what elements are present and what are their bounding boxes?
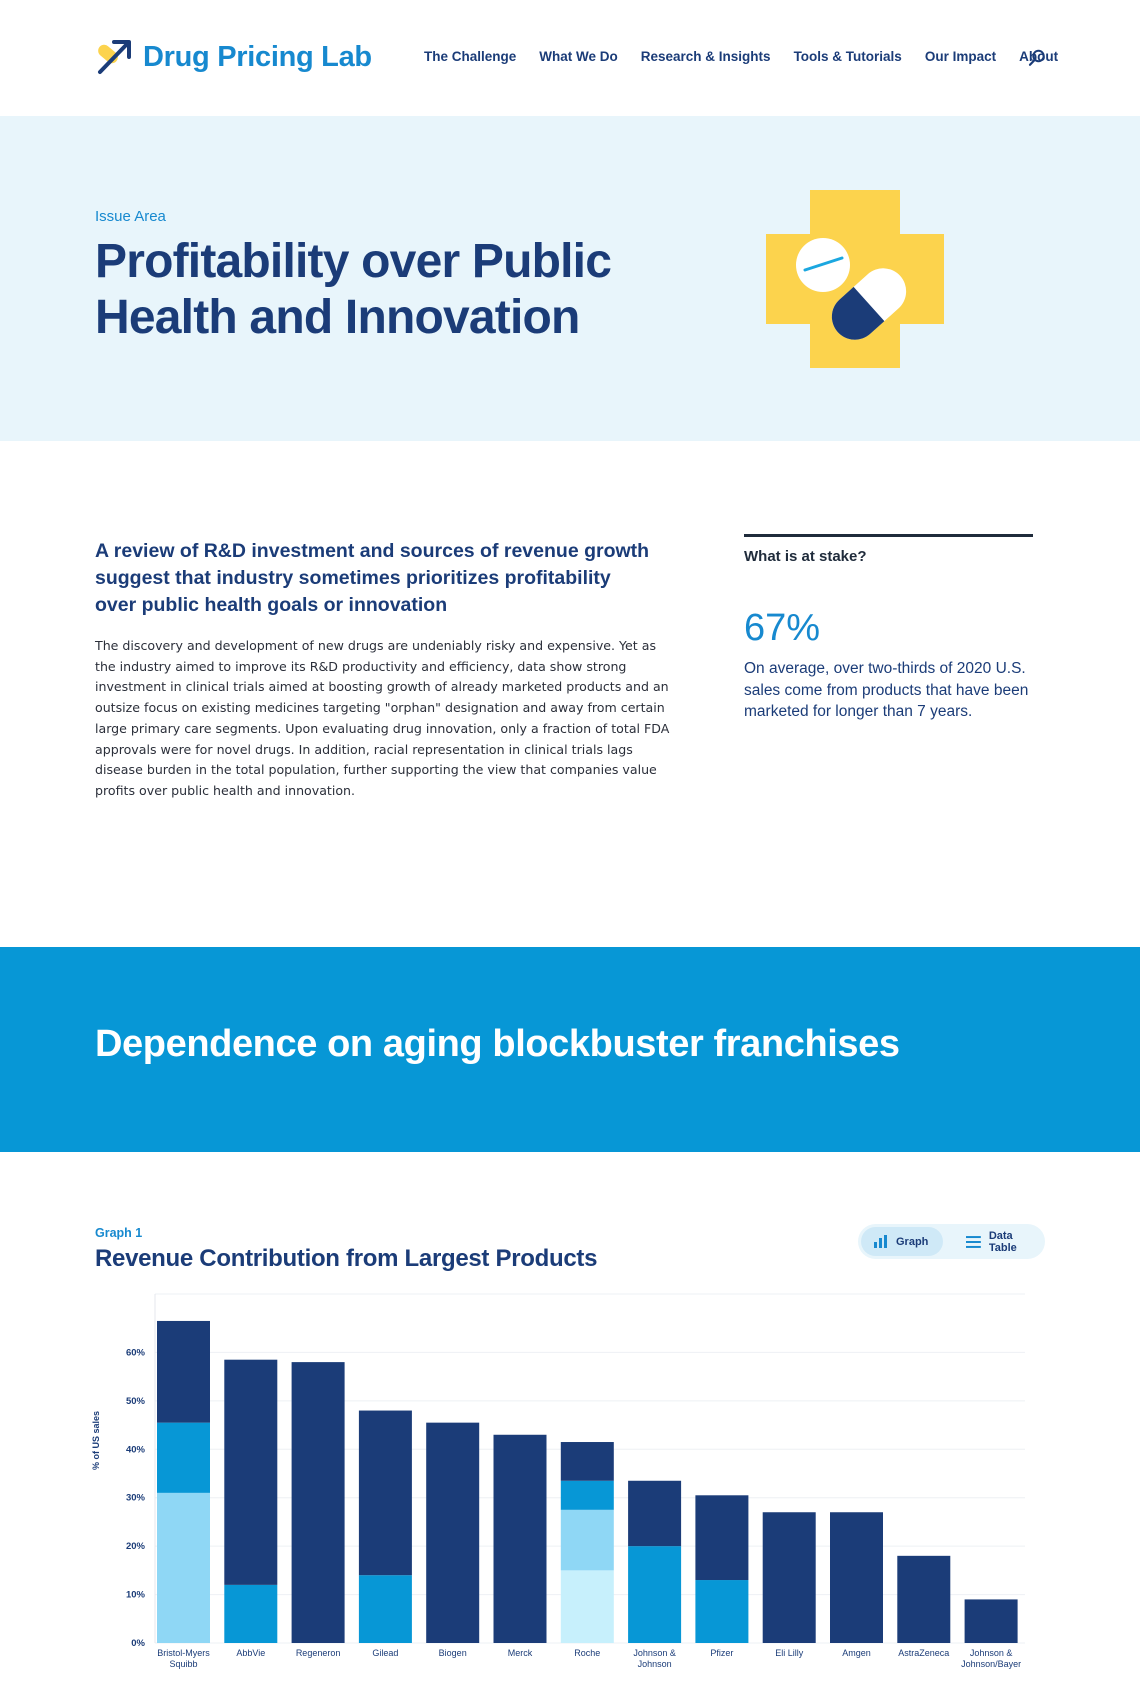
nav-item-the-challenge[interactable]: The Challenge: [424, 49, 517, 64]
x-tick-label: Bristol-Myers Squibb: [157, 1648, 210, 1669]
logo-text: Drug Pricing Lab: [143, 40, 372, 73]
bar-segment[interactable]: [560, 1480, 614, 1510]
revenue-chart-svg: 0% 10% 20% 30% 40% 50% 60% Bristol-Myers Squibb A…: [126, 1293, 1025, 1669]
bar-segment[interactable]: [157, 1492, 210, 1643]
bar-chart-icon: [874, 1235, 887, 1248]
data-table-view-label: Data Table: [988, 1229, 1017, 1254]
nav-item-what-we-do[interactable]: What We Do: [539, 49, 618, 64]
x-tick-label: Amgen: [842, 1648, 871, 1658]
bar-segment[interactable]: [157, 1320, 210, 1423]
x-tick-label: Johnson & Johnson/Bayer: [961, 1648, 1021, 1669]
bar-segment[interactable]: [762, 1512, 816, 1643]
bar-segment[interactable]: [628, 1480, 682, 1547]
bar-segment[interactable]: [493, 1434, 547, 1643]
bar-segment[interactable]: [358, 1410, 412, 1576]
bar-segment[interactable]: [291, 1362, 345, 1643]
main-nav: The Challenge What We Do Research & Insi…: [424, 49, 1081, 64]
section-band: Dependence on aging blockbuster franchis…: [0, 947, 1140, 1152]
y-tick-label: 0%: [131, 1638, 145, 1649]
list-icon: [966, 1235, 981, 1248]
nav-item-about[interactable]: About: [1019, 49, 1059, 64]
search-icon[interactable]: [1027, 48, 1047, 68]
bar-segment[interactable]: [560, 1442, 614, 1481]
y-axis-label: % of US sales: [91, 1410, 101, 1470]
stake-value: 67%: [744, 607, 821, 649]
data-table-view-button[interactable]: Data Table: [953, 1227, 1043, 1256]
bar-segment[interactable]: [830, 1512, 883, 1643]
logo-mark-icon: [98, 40, 131, 74]
pill-cross-illustration-icon: [766, 190, 944, 368]
x-tick-label: Regeneron: [296, 1648, 341, 1658]
x-tick-label: Roche: [574, 1648, 600, 1658]
y-tick-label: 50%: [126, 1396, 146, 1407]
logo[interactable]: Drug Pricing Lab: [95, 38, 372, 76]
bar-segment[interactable]: [695, 1495, 749, 1581]
graph-view-button[interactable]: Graph: [861, 1227, 943, 1256]
bar-segment[interactable]: [224, 1584, 278, 1643]
y-tick-label: 10%: [126, 1590, 146, 1601]
x-tick-label: Gilead: [372, 1648, 398, 1658]
nav-item-our-impact[interactable]: Our Impact: [924, 49, 997, 64]
nav-item-tools-tutorials[interactable]: Tools & Tutorials: [793, 49, 902, 64]
section-title: Dependence on aging blockbuster franchis…: [95, 1023, 900, 1065]
page-title: Profitability over Public Health and Inn…: [95, 235, 612, 344]
bar-segment[interactable]: [964, 1599, 1018, 1643]
revenue-chart: 0% 10% 20% 30% 40% 50% 60% Bristol-Myers Squibb A…: [91, 1290, 1045, 1686]
stake-callout: What is at stake? 67% On average, over t…: [744, 534, 1033, 720]
nav-item-research-insights[interactable]: Research & Insights: [640, 49, 771, 64]
x-tick-label: Johnson & Johnson: [633, 1648, 676, 1669]
x-tick-label: Merck: [508, 1648, 533, 1658]
bar-segment[interactable]: [897, 1555, 951, 1643]
bar-segment[interactable]: [358, 1575, 412, 1643]
bar-segment[interactable]: [560, 1509, 614, 1571]
view-toggle: Graph Data Table: [858, 1224, 1045, 1259]
site-header: Drug Pricing Lab The Challenge What We D…: [0, 0, 1140, 116]
graph-eyebrow: Graph 1: [95, 1226, 143, 1240]
hero-eyebrow: Issue Area: [95, 208, 166, 225]
intro-body: The discovery and development of new dru…: [95, 638, 670, 798]
hero: Issue Area Profitability over Public Hea…: [0, 116, 1140, 441]
bar-segment[interactable]: [224, 1359, 278, 1585]
y-tick-label: 60%: [126, 1347, 146, 1358]
bar-segment[interactable]: [426, 1422, 480, 1643]
y-tick-label: 20%: [126, 1541, 146, 1552]
bar-segment[interactable]: [628, 1546, 682, 1643]
stake-label: What is at stake?: [744, 548, 867, 565]
bar-segment[interactable]: [157, 1422, 210, 1493]
y-tick-label: 30%: [126, 1493, 146, 1504]
bar-segment[interactable]: [560, 1570, 614, 1643]
graph-title: Revenue Contribution from Largest Produc…: [95, 1245, 598, 1272]
y-tick-label: 40%: [126, 1444, 146, 1455]
bar-segment[interactable]: [695, 1580, 749, 1643]
intro-lead: A review of R&D investment and sources o…: [95, 540, 650, 616]
graph-view-label: Graph: [896, 1235, 929, 1248]
x-tick-label: AstraZeneca: [898, 1648, 949, 1658]
stake-description: On average, over two-thirds of 2020 U.S.…: [744, 660, 1029, 720]
x-tick-label: Eli Lilly: [775, 1648, 804, 1658]
x-tick-label: Biogen: [439, 1648, 467, 1658]
x-tick-label: AbbVie: [236, 1648, 265, 1658]
x-tick-label: Pfizer: [710, 1648, 733, 1658]
